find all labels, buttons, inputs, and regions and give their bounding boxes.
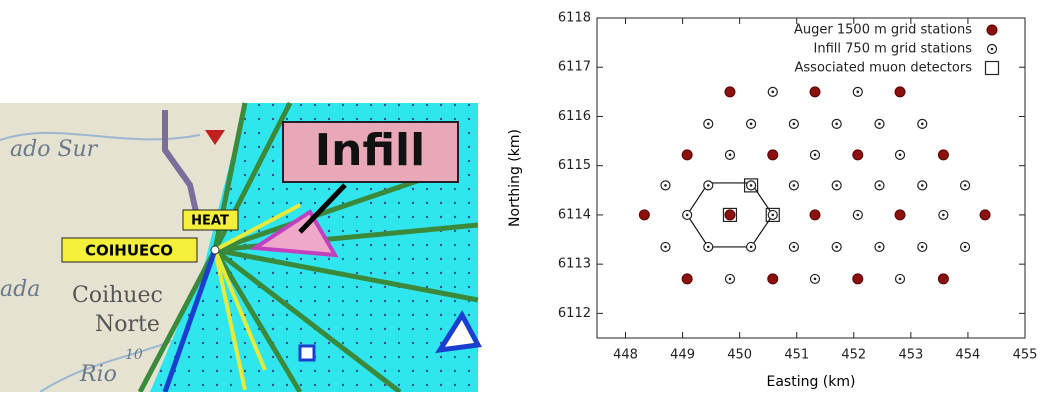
map: ado Sur ada Coihuec Norte Rio 10 Infill … [0, 103, 478, 392]
auger-station [853, 274, 863, 284]
auger-station [980, 210, 990, 220]
legend-label: Associated muon detectors [795, 61, 973, 76]
muon-detector [986, 62, 999, 75]
marker-dot [771, 214, 774, 217]
place-name: Rio [79, 362, 117, 387]
marker-dot [729, 154, 732, 157]
marker-dot [921, 123, 924, 126]
marker-dot [750, 246, 753, 249]
marker-dot [664, 184, 667, 187]
marker-dot [750, 184, 753, 187]
place-name: ado Sur [10, 137, 99, 162]
x-tick-label: 454 [956, 348, 981, 363]
y-tick-label: 6115 [558, 158, 591, 173]
figure: ado Sur ada Coihuec Norte Rio 10 Infill … [0, 0, 1045, 392]
legend-label: Infill 750 m grid stations [814, 42, 973, 57]
marker-dot [942, 214, 945, 217]
marker-dot [921, 246, 924, 249]
x-tick-label: 455 [1013, 348, 1038, 363]
y-axis-label: Northing (km) [507, 129, 523, 227]
legend-label: Auger 1500 m grid stations [794, 23, 972, 38]
marker-dot [835, 123, 838, 126]
marker-dot [793, 184, 796, 187]
marker-dot [835, 184, 838, 187]
site [211, 246, 219, 254]
place-name: 10 [125, 347, 143, 363]
auger-station [810, 87, 820, 97]
square-marker [300, 346, 314, 360]
x-tick-label: 449 [670, 348, 695, 363]
x-tick-label: 451 [784, 348, 809, 363]
marker-dot [964, 184, 967, 187]
auger-station [768, 274, 778, 284]
marker-dot [707, 246, 710, 249]
marker-dot [814, 154, 817, 157]
marker-dot [707, 123, 710, 126]
auger-station [853, 150, 863, 160]
auger-station [639, 210, 649, 220]
marker-dot [856, 214, 859, 217]
marker-dot [729, 278, 732, 281]
auger-station [987, 25, 997, 35]
y-tick-label: 6117 [558, 60, 591, 75]
auger-station [725, 87, 735, 97]
auger-station [682, 274, 692, 284]
heat-label: HEAT [191, 214, 229, 229]
y-tick-label: 6114 [558, 207, 591, 222]
auger-station [725, 210, 735, 220]
place-name: Norte [95, 312, 160, 337]
marker-dot [793, 123, 796, 126]
marker-dot [664, 246, 667, 249]
marker-dot [899, 278, 902, 281]
marker-dot [750, 123, 753, 126]
x-tick-label: 453 [898, 348, 923, 363]
marker-dot [878, 184, 881, 187]
marker-dot [686, 214, 689, 217]
place-name: Coihuec [72, 283, 163, 308]
marker-dot [814, 278, 817, 281]
auger-station [682, 150, 692, 160]
auger-station [938, 150, 948, 160]
marker-dot [878, 123, 881, 126]
marker-dot [707, 184, 710, 187]
marker-dot [856, 91, 859, 94]
marker-dot [835, 246, 838, 249]
marker-dot [878, 246, 881, 249]
marker-dot [899, 154, 902, 157]
place-name: ada [0, 277, 40, 302]
marker-dot [991, 48, 994, 51]
auger-station [810, 210, 820, 220]
auger-station [938, 274, 948, 284]
marker-dot [921, 184, 924, 187]
x-tick-label: 448 [613, 348, 638, 363]
coihueco-label: COIHUECO [85, 242, 173, 260]
chart: Northing (km) Easting (km) 448 449 450 451 4… [507, 11, 1037, 391]
marker-dot [771, 91, 774, 94]
marker-dot [793, 246, 796, 249]
y-tick-label: 6116 [558, 109, 591, 124]
y-tick-label: 6118 [558, 11, 591, 26]
marker-dot [964, 246, 967, 249]
auger-station [768, 150, 778, 160]
infill-label: Infill [315, 125, 425, 176]
y-tick-label: 6112 [558, 306, 591, 321]
x-tick-label: 452 [841, 348, 866, 363]
y-tick-label: 6113 [558, 257, 591, 272]
x-axis-label: Easting (km) [767, 374, 856, 390]
auger-station [895, 210, 905, 220]
x-tick-label: 450 [727, 348, 752, 363]
auger-station [895, 87, 905, 97]
